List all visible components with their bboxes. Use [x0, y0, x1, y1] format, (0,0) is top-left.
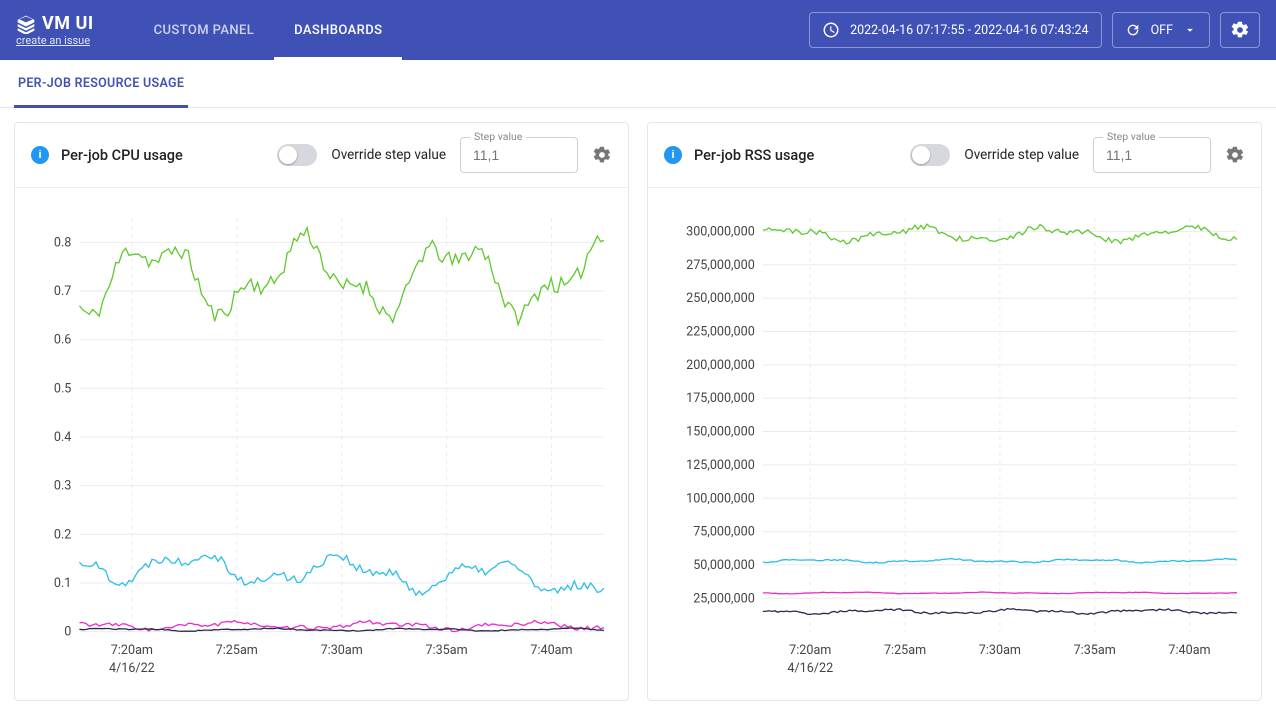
svg-text:300,000,000: 300,000,000	[686, 224, 755, 239]
svg-text:0: 0	[64, 625, 71, 640]
svg-text:250,000,000: 250,000,000	[686, 291, 755, 306]
info-icon[interactable]: i	[664, 146, 682, 164]
svg-text:175,000,000: 175,000,000	[686, 391, 755, 406]
svg-text:0.5: 0.5	[54, 381, 71, 396]
svg-text:0.2: 0.2	[54, 527, 71, 542]
subtab-per-job-resource-usage[interactable]: PER-JOB RESOURCE USAGE	[14, 60, 188, 107]
svg-text:7:20am: 7:20am	[111, 643, 153, 658]
svg-text:0.4: 0.4	[54, 430, 71, 445]
svg-text:150,000,000: 150,000,000	[686, 425, 755, 440]
tab-dashboards[interactable]: DASHBOARDS	[274, 0, 402, 60]
chart-cpu-area: 0 0.1 0.2 0.3 0.4 0.5 0.6 0.7 0.8 7:20am 7:25am 7:3…	[15, 188, 628, 700]
override-step-toggle[interactable]	[910, 144, 950, 166]
chart-rss: 25,000,000 50,000,000 75,000,000 100,000,00…	[662, 208, 1247, 682]
chart-rss-area: 25,000,000 50,000,000 75,000,000 100,000,00…	[648, 188, 1261, 700]
svg-text:7:25am: 7:25am	[216, 643, 258, 658]
svg-text:0.7: 0.7	[54, 284, 71, 299]
time-range-button[interactable]: 2022-04-16 07:17:55 - 2022-04-16 07:43:2…	[809, 12, 1102, 48]
tab-custom-panel[interactable]: CUSTOM PANEL	[134, 0, 275, 60]
svg-text:275,000,000: 275,000,000	[686, 258, 755, 273]
settings-button[interactable]	[1220, 12, 1260, 48]
svg-text:0.1: 0.1	[54, 576, 71, 591]
panel-cpu: i Per-job CPU usage Override step value …	[14, 122, 629, 701]
svg-text:0.3: 0.3	[54, 479, 71, 494]
auto-refresh-button[interactable]: OFF	[1112, 12, 1210, 48]
svg-text:7:30am: 7:30am	[321, 643, 363, 658]
topbar-right: 2022-04-16 07:17:55 - 2022-04-16 07:43:2…	[809, 12, 1260, 48]
svg-text:7:30am: 7:30am	[979, 643, 1021, 658]
svg-text:75,000,000: 75,000,000	[693, 525, 755, 540]
logo-icon	[16, 14, 36, 34]
panels-row: i Per-job CPU usage Override step value …	[0, 108, 1276, 715]
top-bar: VM UI create an issue CUSTOM PANEL DASHB…	[0, 0, 1276, 60]
logo-text: VM UI	[42, 13, 94, 34]
svg-text:50,000,000: 50,000,000	[693, 558, 755, 573]
svg-text:25,000,000: 25,000,000	[693, 591, 755, 606]
panel-settings-icon[interactable]	[592, 145, 612, 165]
svg-text:7:35am: 7:35am	[1074, 643, 1116, 658]
svg-text:7:25am: 7:25am	[884, 643, 926, 658]
sub-tabs: PER-JOB RESOURCE USAGE	[0, 60, 1276, 108]
svg-text:7:20am: 7:20am	[789, 643, 831, 658]
panel-rss-title: Per-job RSS usage	[694, 147, 814, 164]
logo[interactable]: VM UI	[16, 13, 94, 34]
svg-text:4/16/22: 4/16/22	[787, 661, 833, 676]
panel-cpu-title: Per-job CPU usage	[61, 147, 183, 164]
create-issue-link[interactable]: create an issue	[16, 34, 94, 47]
auto-refresh-text: OFF	[1151, 23, 1173, 38]
panel-settings-icon[interactable]	[1225, 145, 1245, 165]
top-tabs: CUSTOM PANEL DASHBOARDS	[134, 0, 403, 60]
time-range-text: 2022-04-16 07:17:55 - 2022-04-16 07:43:2…	[850, 23, 1089, 38]
logo-block: VM UI create an issue	[16, 13, 94, 47]
svg-text:0.6: 0.6	[54, 333, 71, 348]
override-step-toggle[interactable]	[277, 144, 317, 166]
refresh-icon	[1125, 22, 1141, 38]
svg-text:100,000,000: 100,000,000	[686, 491, 755, 506]
svg-text:0.8: 0.8	[54, 235, 71, 250]
override-step-label: Override step value	[331, 147, 446, 163]
panel-rss-head: i Per-job RSS usage Override step value …	[648, 123, 1261, 188]
svg-text:225,000,000: 225,000,000	[686, 325, 755, 340]
chart-cpu: 0 0.1 0.2 0.3 0.4 0.5 0.6 0.7 0.8 7:20am 7:25am 7:3…	[29, 208, 614, 682]
step-value-label: Step value	[470, 130, 526, 143]
svg-text:7:40am: 7:40am	[530, 643, 572, 658]
clock-icon	[822, 21, 840, 39]
svg-text:7:40am: 7:40am	[1168, 643, 1210, 658]
svg-text:7:35am: 7:35am	[425, 643, 467, 658]
override-step-label: Override step value	[964, 147, 1079, 163]
svg-text:125,000,000: 125,000,000	[686, 458, 755, 473]
panel-rss: i Per-job RSS usage Override step value …	[647, 122, 1262, 701]
svg-text:4/16/22: 4/16/22	[109, 661, 155, 676]
gear-icon	[1230, 20, 1250, 40]
svg-text:200,000,000: 200,000,000	[686, 358, 755, 373]
info-icon[interactable]: i	[31, 146, 49, 164]
step-value-label: Step value	[1103, 130, 1159, 143]
panel-cpu-head: i Per-job CPU usage Override step value …	[15, 123, 628, 188]
chevron-down-icon	[1183, 23, 1197, 37]
